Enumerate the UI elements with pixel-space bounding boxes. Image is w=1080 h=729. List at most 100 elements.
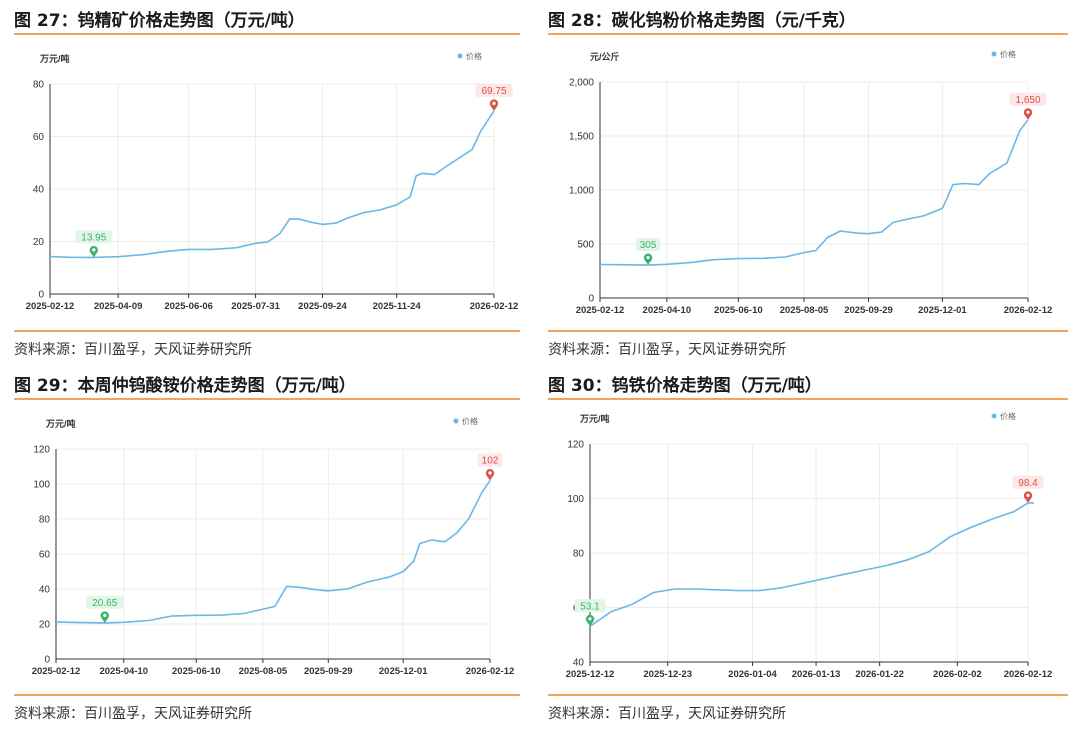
x-tick-label: 2026-02-02 [933, 669, 982, 680]
x-tick-label: 2025-11-24 [373, 301, 422, 312]
y-tick-label: 80 [39, 515, 51, 526]
marker-label-bg [1009, 92, 1047, 106]
marker-label-bg [1012, 475, 1044, 489]
legend-label: 价格 [1000, 49, 1016, 59]
x-tick-label: 2025-04-10 [643, 305, 692, 316]
x-tick-label: 2025-12-12 [566, 669, 615, 680]
unit-label: 万元/吨 [45, 418, 76, 429]
x-tick-label: 2026-02-12 [466, 666, 515, 677]
marker-dot [1026, 110, 1030, 114]
figure-title: 图 28：碳化钨粉价格走势图（元/千克） [548, 11, 856, 31]
x-tick-label: 2025-06-06 [164, 301, 213, 312]
marker-label-bg [635, 238, 661, 252]
legend-marker [453, 418, 459, 424]
marker-label: 69.75 [481, 86, 506, 97]
y-tick-label: 0 [38, 290, 44, 301]
marker-label-bg [86, 595, 124, 609]
legend-label: 价格 [466, 51, 482, 61]
divider [548, 694, 1068, 696]
y-tick-label: 500 [577, 240, 594, 251]
y-tick-label: 100 [567, 494, 584, 505]
marker-label-bg [75, 230, 113, 244]
divider [548, 330, 1068, 332]
marker-pin [100, 611, 109, 623]
divider [14, 33, 520, 35]
chart-30: 万元/吨价格4060801001202025-12-122025-12-2320… [566, 411, 1053, 680]
marker-pin [485, 468, 495, 481]
series-line [49, 110, 495, 259]
figure-title: 图 30：钨铁价格走势图（万元/吨） [548, 376, 822, 396]
x-tick-label: 2025-12-23 [643, 669, 692, 680]
legend-label: 价格 [462, 416, 478, 426]
marker-label-bg [475, 83, 513, 97]
source-note: 资料来源：百川盈孚，天风证券研究所 [14, 342, 252, 358]
min-marker: 305 [635, 238, 661, 266]
marker-pin [1023, 108, 1033, 120]
divider [548, 398, 1068, 400]
y-tick-label: 60 [39, 550, 51, 561]
y-tick-label: 20 [33, 237, 45, 248]
source-note: 资料来源：百川盈孚，天风证券研究所 [548, 706, 786, 722]
x-tick-label: 2025-12-01 [918, 305, 967, 316]
min-marker: 20.65 [86, 595, 124, 623]
marker-pin [489, 99, 499, 111]
x-tick-label: 2025-09-29 [304, 666, 353, 677]
marker-pin [89, 245, 98, 258]
series-line [589, 502, 1034, 627]
divider [14, 398, 520, 400]
x-tick-label: 2025-12-01 [379, 666, 428, 677]
source-note: 资料来源：百川盈孚，天风证券研究所 [548, 342, 786, 358]
figure-29: 图 29：本周仲钨酸铵价格走势图（万元/吨） 万元/吨 价格 0 20 40 60 80 10… [14, 365, 520, 729]
x-tick-label: 2025-06-10 [172, 666, 221, 677]
y-tick-label: 20 [39, 620, 51, 631]
legend-marker [457, 53, 463, 59]
series-line [55, 480, 491, 624]
y-tick-label: 60 [33, 132, 45, 143]
max-marker: 69.75 [475, 83, 513, 111]
x-tick-label: 2025-08-05 [780, 305, 829, 316]
marker-dot [103, 613, 107, 617]
x-tick-label: 2025-02-12 [32, 666, 81, 677]
figure-27: 图 27：钨精矿价格走势图（万元/吨） 万元/吨 价格 0 20 40 60 80 2025-… [14, 0, 520, 365]
legend: 价格 [453, 416, 478, 426]
x-tick-label: 2026-01-22 [855, 669, 904, 680]
marker-label: 305 [640, 240, 657, 251]
x-tick-label: 2026-01-04 [728, 669, 777, 680]
unit-label: 万元/吨 [579, 413, 610, 424]
unit-label: 万元/吨 [39, 53, 70, 64]
x-tick-label: 2025-04-10 [99, 666, 148, 677]
y-tick-label: 100 [33, 480, 50, 491]
figure-title: 图 29：本周仲钨酸铵价格走势图（万元/吨） [14, 376, 356, 396]
x-tick-label: 2025-09-24 [298, 301, 347, 312]
chart-28: 元/公斤 价格 0 500 1,000 1,500 2,000 2025-02-12 2025-… [569, 49, 1052, 316]
max-marker: 102 [477, 453, 503, 481]
y-tick-label: 120 [567, 440, 584, 451]
figure-30: 图 30：钨铁价格走势图（万元/吨） 万元/吨价格406080100120202… [548, 365, 1068, 729]
marker-label: 1,650 [1015, 95, 1040, 106]
marker-dot [488, 471, 492, 475]
y-tick-label: 80 [573, 549, 585, 560]
x-tick-label: 2025-02-12 [576, 305, 625, 316]
legend: 价格 [457, 51, 482, 61]
marker-label: 13.95 [81, 232, 106, 243]
marker-label-bg [574, 599, 606, 613]
x-tick-label: 2025-06-10 [714, 305, 763, 316]
marker-pin [585, 614, 595, 627]
marker-dot [92, 248, 96, 252]
x-tick-label: 2025-02-12 [26, 301, 75, 312]
x-tick-label: 2025-08-05 [239, 666, 288, 677]
min-marker: 13.95 [75, 230, 113, 258]
legend-label: 价格 [1000, 411, 1016, 421]
x-tick-label: 2025-09-29 [844, 305, 893, 316]
marker-dot [1026, 493, 1030, 497]
chart-27: 万元/吨 价格 0 20 40 60 80 2025-02-12 2025-04-09 2025-… [26, 51, 519, 312]
divider [14, 330, 520, 332]
y-tick-label: 40 [39, 585, 51, 596]
legend-marker [991, 51, 997, 57]
y-tick-label: 40 [573, 658, 585, 669]
y-tick-label: 1,500 [569, 132, 594, 143]
divider [14, 694, 520, 696]
legend: 价格 [991, 49, 1016, 59]
x-tick-label: 2026-01-13 [792, 669, 841, 680]
y-tick-label: 40 [33, 185, 45, 196]
